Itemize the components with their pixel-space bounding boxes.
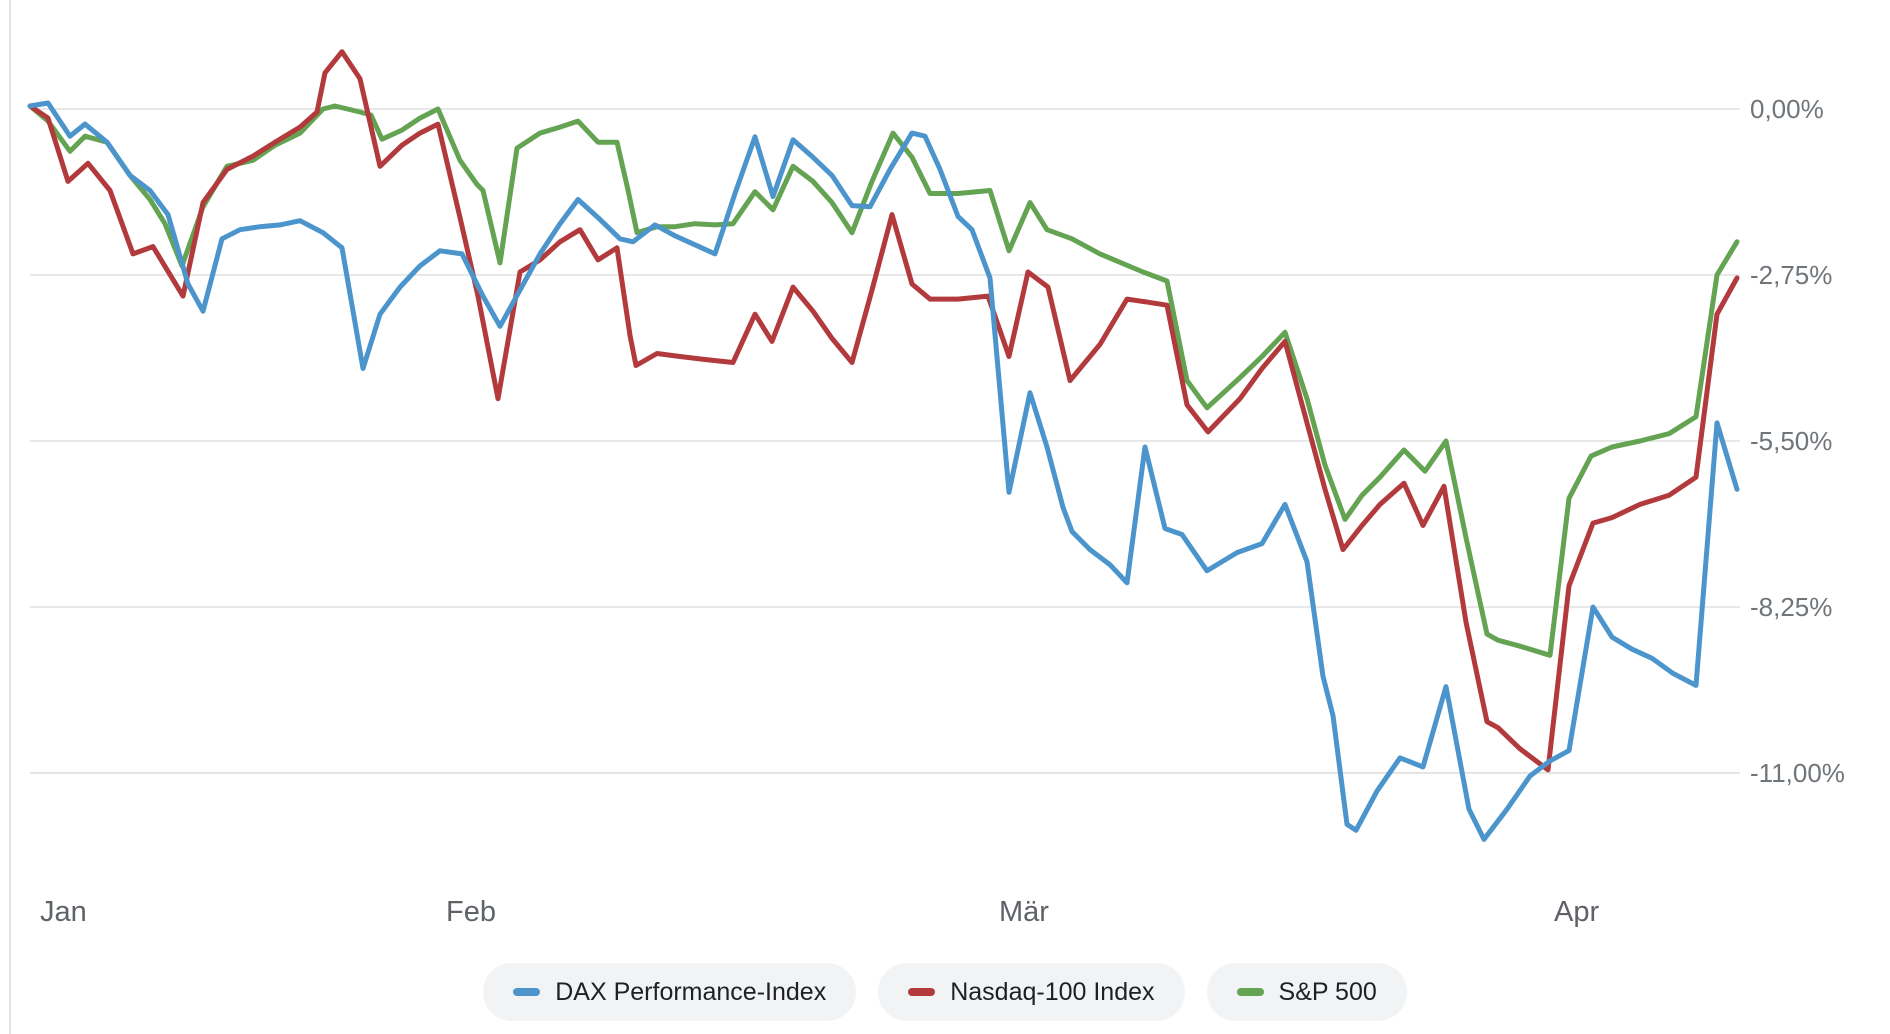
dax-line-swatch-icon bbox=[513, 988, 541, 996]
x-axis-tick-label: Feb bbox=[446, 896, 496, 928]
y-axis-tick-label: -8,25% bbox=[1750, 592, 1832, 622]
y-axis-tick-label: -2,75% bbox=[1750, 260, 1832, 290]
nasdaq-line-swatch-icon bbox=[908, 988, 936, 996]
chart-legend: DAX Performance-Index Nasdaq-100 Index S… bbox=[0, 963, 1890, 1021]
legend-label-sp500: S&P 500 bbox=[1278, 977, 1377, 1006]
legend-label-dax: DAX Performance-Index bbox=[555, 977, 827, 1006]
y-axis-tick-label: 0,00% bbox=[1750, 94, 1824, 124]
sp500-line bbox=[27, 103, 1740, 658]
x-axis-labels: Jan Feb Mär Apr bbox=[40, 896, 1599, 928]
legend-label-nasdaq: Nasdaq-100 Index bbox=[950, 977, 1155, 1006]
x-axis-tick-label: Mär bbox=[999, 896, 1049, 928]
series-lines bbox=[27, 49, 1740, 842]
panel-left-border bbox=[9, 0, 11, 1034]
nasdaq-line bbox=[27, 49, 1740, 773]
legend-item-sp500[interactable]: S&P 500 bbox=[1206, 963, 1407, 1021]
legend-item-dax[interactable]: DAX Performance-Index bbox=[483, 963, 857, 1021]
y-axis-tick-label: -11,00% bbox=[1750, 758, 1845, 788]
x-axis-tick-label: Jan bbox=[40, 896, 87, 928]
dax-line bbox=[27, 100, 1740, 842]
y-axis-labels: 0,00% -2,75% -5,50% -8,25% -11,00% bbox=[1750, 94, 1845, 788]
x-axis-tick-label: Apr bbox=[1554, 896, 1599, 928]
sp500-line-swatch-icon bbox=[1236, 988, 1264, 996]
gridlines bbox=[30, 108, 1740, 774]
legend-item-nasdaq[interactable]: Nasdaq-100 Index bbox=[878, 963, 1185, 1021]
y-axis-tick-label: -5,50% bbox=[1750, 426, 1832, 456]
